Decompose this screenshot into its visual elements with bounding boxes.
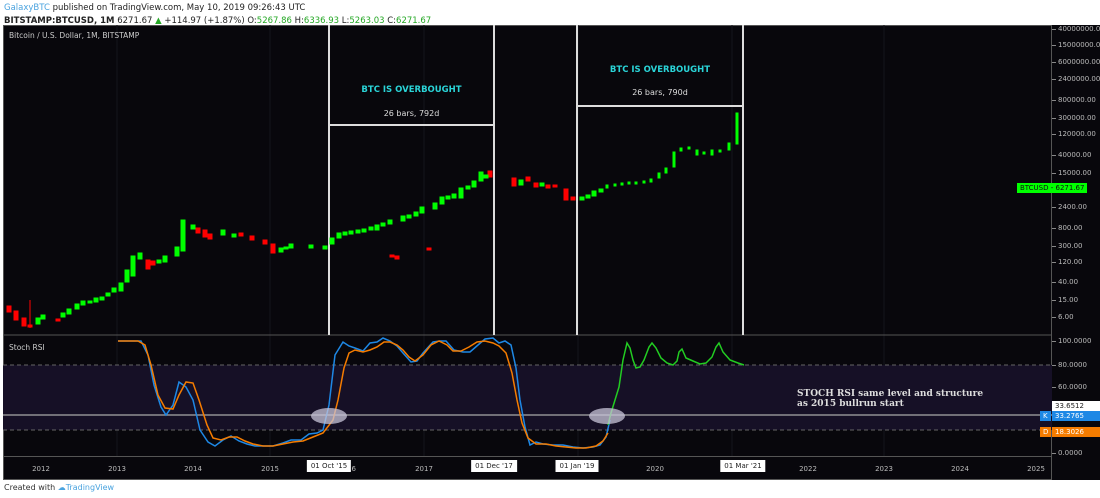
highlight-ellipse-2019 — [589, 408, 625, 424]
time-tag-jan19: 01 Jan '19 — [555, 460, 599, 472]
candles — [6, 112, 739, 328]
annotation-title-2: BTC IS OVERBOUGHT — [609, 65, 711, 75]
low-value: 5263.03 — [349, 16, 385, 26]
d-label-tag: D — [1040, 427, 1052, 437]
chart-legend: Bitcoin / U.S. Dollar, 1M, BITSTAMP — [9, 31, 140, 40]
k-label-tag: K — [1040, 411, 1051, 421]
publisher-link[interactable]: GalaxyBTC — [4, 3, 50, 13]
stoch-projection-line — [607, 341, 745, 426]
chart-canvas[interactable] — [3, 25, 1052, 480]
highlight-ellipse-2015 — [311, 408, 347, 424]
chart-frame — [3, 25, 1052, 480]
stoch-k-line — [118, 337, 611, 449]
high-value: 6336.93 — [303, 16, 340, 26]
price-change: +114.97 (+1.87%) — [164, 16, 245, 26]
footer: Created with ☁TradingView — [4, 483, 115, 492]
stoch-level-tag: 33.6512 — [1052, 401, 1100, 411]
publish-header: GalaxyBTC published on TradingView.com, … — [4, 2, 431, 28]
tradingview-logo-icon: ☁ — [57, 483, 66, 492]
chart-container[interactable]: Bitcoin / U.S. Dollar, 1M, BITSTAMP Stoc… — [3, 25, 1100, 480]
time-tag-mar21: 01 Mar '21 — [720, 460, 766, 472]
annotation-title-1: BTC IS OVERBOUGHT — [361, 85, 462, 95]
stoch-k-tag: 33.2765 — [1052, 411, 1100, 421]
ohlc-line: BITSTAMP:BTCUSD, 1M 6271.67 ▲ +114.97 (+… — [4, 16, 432, 26]
up-arrow-icon: ▲ — [155, 16, 162, 26]
tradingview-link[interactable]: TradingView — [65, 483, 115, 492]
publish-line: GalaxyBTC published on TradingView.com, … — [4, 3, 306, 13]
time-tag-oct15: 01 Oct '15 — [306, 460, 352, 472]
open-value: 5267.86 — [256, 16, 292, 26]
stoch-note: STOCH RSI same level and structure as 20… — [797, 389, 984, 409]
last-price: 6271.67 — [117, 16, 153, 26]
annotation-sub-2: 26 bars, 790d — [632, 88, 688, 97]
stoch-rsi-title: Stoch RSI — [9, 343, 45, 352]
price-axis[interactable]: 40000000.00 15000000.00 6000000.00 24000… — [1052, 25, 1100, 480]
time-tag-dec17: 01 Dec '17 — [471, 460, 517, 472]
stoch-d-line — [118, 340, 609, 449]
annotation-sub-1: 26 bars, 792d — [383, 109, 440, 118]
time-axis[interactable]: 2012 2013 2014 2015 2016 2017 2018 2019 … — [3, 456, 1052, 480]
symbol-label: BITSTAMP:BTCUSD, 1M — [4, 16, 115, 26]
close-value: 6271.67 — [396, 16, 432, 26]
last-price-tag: BTCUSD - 6271.67 — [1017, 183, 1088, 193]
stoch-d-tag: 18.3026 — [1052, 427, 1100, 437]
